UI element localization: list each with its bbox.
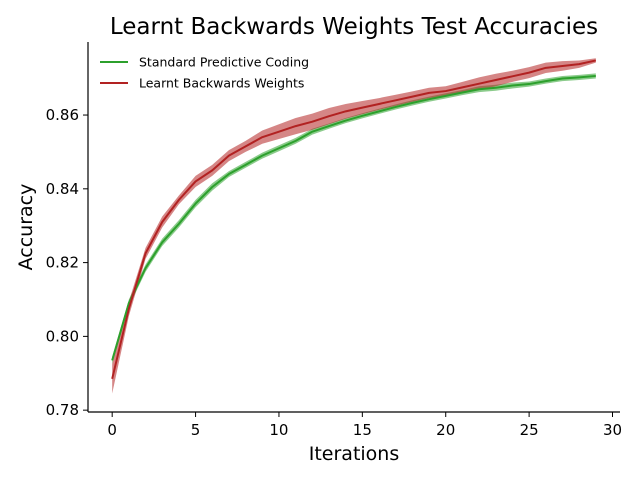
legend: Standard Predictive Coding Learnt Backwar… [100, 55, 309, 91]
series-lines [111, 59, 597, 380]
legend-label: Standard Predictive Coding [139, 55, 309, 70]
series-line-0 [111, 74, 596, 361]
x-tick-label: 5 [191, 421, 201, 439]
y-axis-label: Accuracy [15, 184, 37, 271]
y-tick-label: 0.80 [46, 327, 79, 345]
series-line-1 [111, 59, 597, 380]
x-tick-label: 10 [269, 421, 288, 439]
x-tick-label: 25 [520, 421, 539, 439]
y-tick-label: 0.86 [46, 106, 79, 124]
legend-label: Learnt Backwards Weights [139, 76, 304, 91]
x-tick-label: 0 [107, 421, 117, 439]
chart-title: Learnt Backwards Weights Test Accuracies [110, 14, 598, 40]
x-axis-label: Iterations [309, 443, 400, 465]
y-tick-label: 0.82 [46, 254, 79, 272]
x-tick-label: 20 [436, 421, 455, 439]
x-axis-ticks: 0 5 10 15 20 25 30 [107, 412, 622, 439]
y-axis-ticks: 0.78 0.80 0.82 0.84 0.86 [46, 106, 88, 419]
x-tick-label: 15 [353, 421, 372, 439]
y-tick-label: 0.84 [46, 180, 79, 198]
y-tick-label: 0.78 [46, 401, 79, 419]
x-tick-label: 30 [603, 421, 622, 439]
series-band-0 [112, 73, 596, 365]
